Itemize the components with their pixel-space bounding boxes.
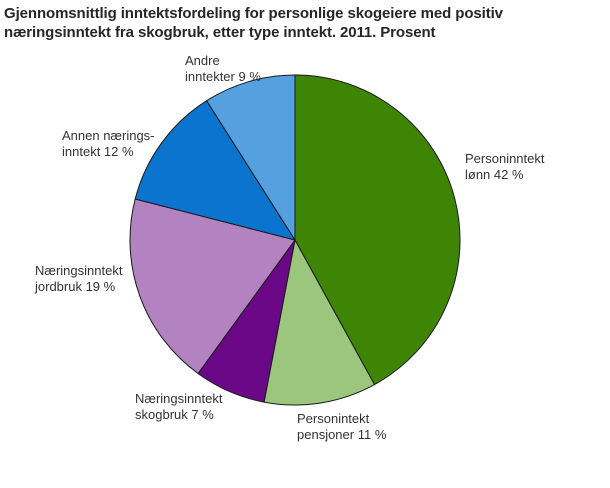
slice-label-line: skogbruk 7 %: [135, 407, 214, 422]
slice-label-line: inntekter 9 %: [185, 69, 261, 84]
chart-title: Gjennomsnittlig inntektsfordeling for pe…: [4, 5, 503, 41]
slice-label-personinntekt-lonn: Personinntekt lønn 42 %: [465, 151, 545, 183]
slice-label-line: Personintekt: [297, 411, 370, 426]
slice-label-annen-naeringsinntekt: Annen nærings- inntekt 12 %: [62, 128, 155, 160]
slice-label-naeringsinntekt-jordbruk: Næringsinntekt jordbruk 19 %: [35, 263, 122, 295]
slice-label-line: Personinntekt: [465, 151, 545, 166]
slice-label-line: inntekt 12 %: [62, 144, 134, 159]
slice-label-personintekt-pensjoner: Personintekt pensjoner 11 %: [297, 411, 386, 443]
slice-label-andre-inntekter: Andre inntekter 9 %: [185, 53, 261, 85]
slice-label-naeringsinntekt-skogbruk: Næringsinntekt skogbruk 7 %: [135, 391, 222, 423]
pie-slice-5: [206, 74, 296, 241]
slice-label-line: Annen nærings-: [62, 128, 155, 143]
pie-slice-3: [129, 198, 296, 374]
pie-slice-1: [263, 239, 375, 406]
slice-label-line: Næringsinntekt: [35, 263, 123, 278]
slice-label-line: jordbruk 19 %: [35, 279, 116, 294]
pie-slice-0: [294, 74, 461, 386]
slice-label-line: lønn 42 %: [465, 167, 524, 182]
slice-label-line: Andre: [185, 53, 220, 68]
slice-label-line: pensjoner 11 %: [297, 427, 387, 442]
pie-slice-4: [134, 100, 296, 241]
slice-label-line: Næringsinntekt: [135, 391, 223, 406]
